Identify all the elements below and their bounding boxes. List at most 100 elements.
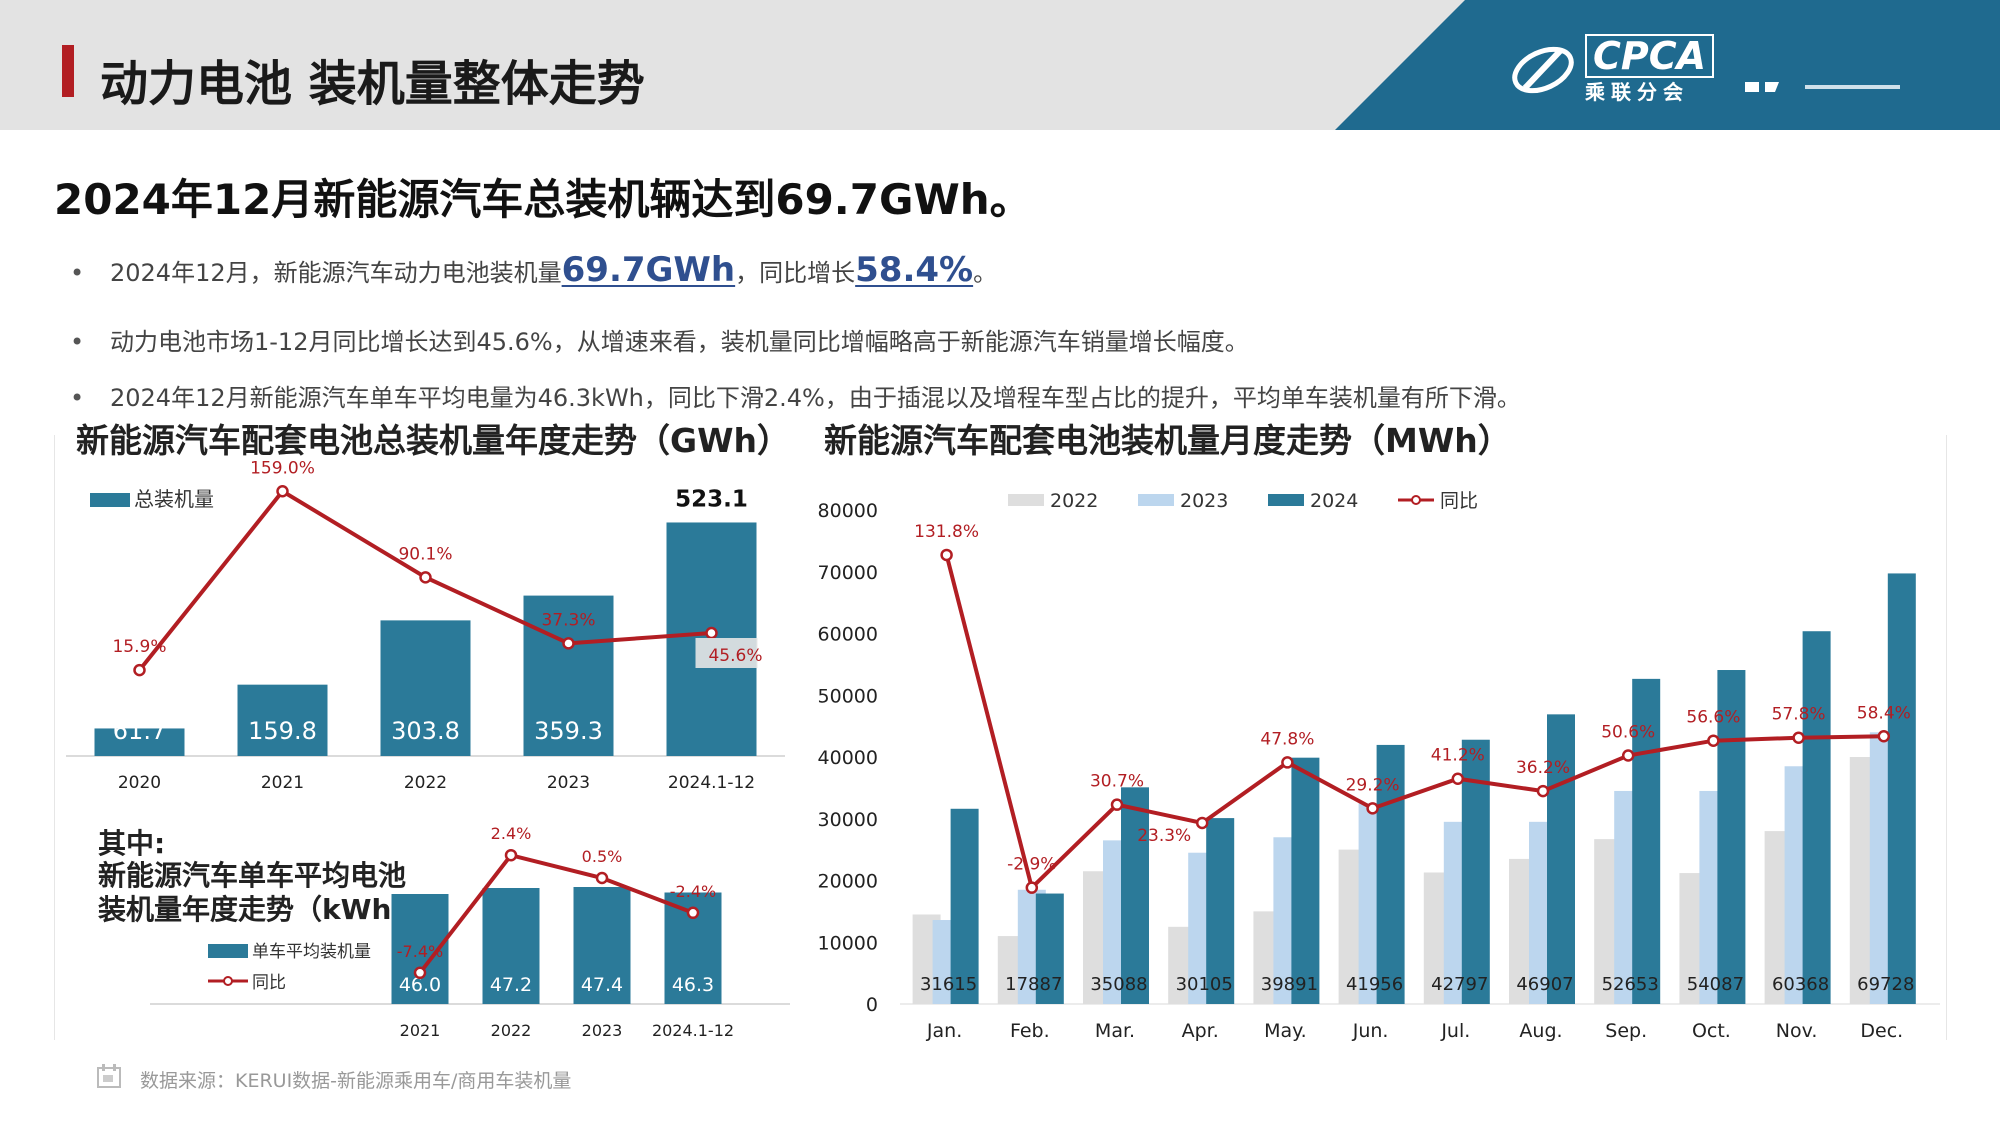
yoy-label: -2.9% bbox=[1007, 855, 1056, 875]
bar-value-label: 303.8 bbox=[391, 717, 460, 745]
bar-value-label: 359.3 bbox=[534, 717, 603, 745]
x-tick-label: May. bbox=[1264, 1020, 1307, 1042]
logo-subtitle: 乘联分会 bbox=[1585, 80, 1689, 104]
yoy-label: 159.0% bbox=[250, 460, 315, 478]
bar-month-2024 bbox=[1887, 573, 1916, 1004]
x-tick-label: 2024.1-12 bbox=[652, 1021, 734, 1040]
legend-label-yoy: 同比 bbox=[1440, 490, 1478, 512]
yoy-point bbox=[1536, 784, 1550, 798]
legend-swatch-series bbox=[1008, 494, 1044, 506]
legend-swatch-series bbox=[1138, 494, 1174, 506]
legend-label-total: 总装机量 bbox=[134, 487, 214, 511]
legend-swatch-per-vehicle bbox=[208, 944, 248, 958]
yoy-label: 58.4% bbox=[1857, 703, 1911, 723]
bar-month-2024 bbox=[1291, 757, 1320, 1004]
header-brand-panel bbox=[1335, 0, 2000, 130]
y-tick-label: 70000 bbox=[818, 562, 878, 584]
yoy-label-bg bbox=[695, 638, 758, 668]
bar-value-label: 30105 bbox=[1176, 974, 1233, 995]
annual-chart-title: 新能源汽车配套电池总装机量年度走势（GWh） bbox=[76, 421, 790, 460]
annual-installation-chart: 总装机量 2020 61.7 2021 159.8 2022 303.8 2023 359.3 2… bbox=[66, 460, 785, 793]
bullet-dot: • bbox=[70, 384, 85, 412]
y-tick-label: 20000 bbox=[818, 871, 878, 893]
bar-value-label: 39891 bbox=[1261, 974, 1318, 995]
legend-point-yoy bbox=[1411, 495, 1421, 505]
bar-value-label: 47.4 bbox=[581, 974, 623, 996]
calendar-icon bbox=[97, 1064, 121, 1088]
yoy-point bbox=[1621, 749, 1635, 762]
x-tick-label: 2023 bbox=[547, 773, 590, 793]
logo-text: CPCA bbox=[1585, 34, 1715, 78]
x-tick-label: Oct. bbox=[1692, 1020, 1731, 1042]
bar-per-vehicle bbox=[482, 888, 540, 1004]
x-tick-label: Dec. bbox=[1860, 1020, 1903, 1042]
yoy-point bbox=[419, 571, 432, 584]
bullet-dot: • bbox=[70, 328, 85, 356]
bar-month-2024 bbox=[1206, 818, 1235, 1004]
bar-month-2024 bbox=[1121, 787, 1149, 1004]
bar-value-label: 41956 bbox=[1346, 974, 1403, 995]
yoy-label: 29.2% bbox=[1346, 775, 1400, 795]
yoy-label: 50.6% bbox=[1601, 723, 1655, 743]
bar-total bbox=[237, 684, 328, 756]
bullet-1-text-a: 2024年12月，新能源汽车动力电池装机量 bbox=[110, 259, 562, 287]
per-vehicle-chart-prefix: 其中: bbox=[98, 827, 166, 860]
bullet-3: • 2024年12月新能源汽车单车平均电量为46.3kWh，同比下滑2.4%，由于… bbox=[70, 378, 1521, 413]
bar-value-label: 60368 bbox=[1772, 974, 1829, 995]
x-tick-label: Jul. bbox=[1440, 1020, 1470, 1042]
yoy-point bbox=[940, 548, 953, 562]
legend-label-series: 2022 bbox=[1050, 490, 1098, 512]
bar-month-2024 bbox=[1632, 678, 1661, 1004]
x-tick-label: 2023 bbox=[582, 1021, 623, 1040]
y-tick-label: 40000 bbox=[818, 747, 878, 769]
bar-month-2024 bbox=[1035, 893, 1064, 1004]
y-tick-label: 0 bbox=[866, 994, 878, 1016]
x-tick-label: Apr. bbox=[1182, 1020, 1219, 1042]
yoy-point bbox=[562, 637, 575, 650]
cpca-logo-icon bbox=[1512, 46, 1574, 94]
bullet-1-highlight-pct: 58.4% bbox=[855, 250, 974, 290]
yoy-point bbox=[1792, 731, 1805, 744]
yoy-label: 23.3% bbox=[1137, 826, 1191, 846]
x-tick-label: Nov. bbox=[1776, 1020, 1818, 1042]
x-tick-label: Aug. bbox=[1519, 1020, 1562, 1042]
bullet-1-highlight-gwh: 69.7GWh bbox=[561, 250, 736, 290]
legend-label-series: 2024 bbox=[1310, 490, 1358, 512]
bullet-1-text-c: 。 bbox=[973, 259, 998, 287]
yoy-point bbox=[1877, 730, 1891, 743]
bullet-1-text-b: ，同比增长 bbox=[735, 259, 856, 287]
x-tick-label: 2022 bbox=[404, 773, 447, 793]
y-tick-label: 50000 bbox=[818, 685, 878, 707]
yoy-point bbox=[413, 966, 427, 980]
yoy-label: 57.8% bbox=[1772, 705, 1826, 725]
title-accent-mark bbox=[62, 45, 74, 97]
bar-value-label: 46.0 bbox=[399, 974, 441, 996]
yoy-label: 41.2% bbox=[1431, 746, 1485, 766]
bar-value-label: 159.8 bbox=[248, 717, 317, 745]
legend-swatch-total bbox=[90, 493, 130, 507]
y-tick-label: 80000 bbox=[818, 500, 878, 522]
bar-value-label: 46.3 bbox=[672, 974, 714, 996]
legend-swatch-series bbox=[1268, 494, 1304, 506]
y-tick-label: 60000 bbox=[818, 624, 878, 646]
y-tick-label: 10000 bbox=[818, 932, 878, 954]
x-tick-label: 2022 bbox=[491, 1021, 532, 1040]
bar-month-2024 bbox=[1717, 670, 1746, 1004]
headline: 2024年12月新能源汽车总装机辆达到69.7GWh。 bbox=[54, 175, 1032, 224]
bar-month-2024 bbox=[1547, 714, 1575, 1004]
yoy-line bbox=[418, 852, 694, 975]
bar-value-label: 523.1 bbox=[675, 486, 748, 512]
bar-value-label: 54087 bbox=[1687, 974, 1744, 995]
yoy-line bbox=[944, 554, 1884, 892]
yoy-point bbox=[504, 848, 518, 862]
yoy-label: 131.8% bbox=[914, 522, 979, 542]
yoy-label: 90.1% bbox=[398, 544, 452, 564]
yoy-label: 47.8% bbox=[1260, 729, 1314, 749]
yoy-label: 30.7% bbox=[1090, 772, 1144, 792]
bar-value-label: 61.7 bbox=[113, 717, 166, 745]
yoy-point bbox=[1281, 756, 1294, 769]
monthly-installation-chart: 0 10000 20000 30000 40000 50000 60000 70000 8000… bbox=[818, 490, 1940, 1042]
bullet-dot: • bbox=[70, 259, 85, 287]
yoy-point bbox=[276, 485, 289, 498]
bar-value-label: 46907 bbox=[1516, 974, 1573, 995]
